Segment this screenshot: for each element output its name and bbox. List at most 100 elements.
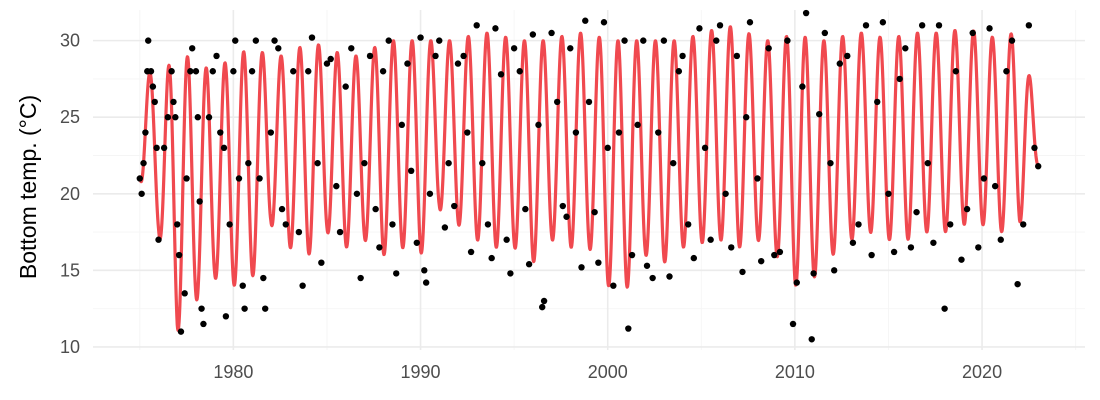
data-point <box>743 114 750 121</box>
y-axis-title: Bottom temp. (°C) <box>15 95 41 279</box>
data-point <box>205 114 213 121</box>
data-point <box>1031 144 1038 152</box>
data-point <box>168 68 175 75</box>
data-point <box>991 182 999 190</box>
data-point <box>913 208 920 216</box>
data-point <box>220 144 228 152</box>
data-point <box>649 274 656 282</box>
data-point <box>241 305 248 312</box>
data-point <box>1020 221 1027 228</box>
data-point <box>821 29 829 37</box>
data-point <box>675 68 683 75</box>
data-point <box>393 270 400 277</box>
data-point <box>200 320 207 328</box>
data-point <box>690 254 698 262</box>
data-point <box>140 159 147 167</box>
data-point <box>746 19 754 26</box>
fitted-line-layer <box>138 25 1040 332</box>
data-point <box>625 325 632 332</box>
data-point <box>722 190 729 197</box>
data-point <box>503 236 510 243</box>
data-point <box>553 98 561 106</box>
data-point <box>975 244 982 251</box>
data-point <box>366 52 374 60</box>
data-point <box>172 114 179 121</box>
x-tick-label: 2020 <box>962 362 1002 382</box>
data-point <box>776 248 784 256</box>
data-point <box>497 71 505 78</box>
x-tick-label: 2010 <box>775 362 815 382</box>
data-point <box>436 37 443 44</box>
data-point <box>655 129 662 136</box>
data-point <box>217 129 224 136</box>
data-point <box>239 282 246 289</box>
data-point <box>142 129 149 136</box>
data-point <box>432 52 439 60</box>
data-point <box>464 129 471 136</box>
data-point <box>314 159 321 167</box>
y-tick-label: 25 <box>60 107 80 127</box>
data-point <box>739 268 746 276</box>
data-point <box>585 98 593 106</box>
data-point <box>701 144 709 152</box>
data-point <box>559 202 566 210</box>
data-point <box>563 213 570 220</box>
data-point <box>969 29 976 37</box>
data-point <box>810 270 817 277</box>
data-point <box>600 19 608 26</box>
data-point <box>548 29 555 37</box>
data-point <box>235 175 243 182</box>
data-point <box>713 37 720 44</box>
data-point <box>947 221 954 228</box>
data-point <box>379 68 387 75</box>
data-point <box>353 190 361 197</box>
data-point <box>467 248 475 256</box>
data-point <box>567 45 574 52</box>
x-tick-label: 2000 <box>588 362 628 382</box>
data-point <box>784 37 791 44</box>
data-point <box>930 239 937 246</box>
data-point <box>260 274 267 282</box>
data-point <box>454 60 462 67</box>
data-point <box>357 274 364 282</box>
data-point <box>510 45 518 52</box>
data-point <box>849 239 857 246</box>
data-point <box>765 45 772 52</box>
data-point <box>885 190 892 197</box>
data-point <box>1025 22 1033 29</box>
data-point <box>578 264 585 271</box>
data-point <box>295 228 303 236</box>
data-point <box>262 305 269 312</box>
data-point <box>336 228 344 236</box>
data-point <box>980 175 988 182</box>
data-point <box>484 221 492 228</box>
data-point <box>997 236 1004 243</box>
data-point <box>282 221 289 228</box>
data-point <box>305 68 312 75</box>
data-point <box>707 236 714 243</box>
data-point <box>275 45 282 52</box>
data-point <box>441 224 449 231</box>
data-point <box>445 159 452 167</box>
data-point <box>479 159 486 167</box>
data-point <box>308 34 316 41</box>
data-point <box>213 52 220 60</box>
data-point <box>407 167 415 175</box>
x-axis-tick-labels: 1980 1990 2000 2010 2020 <box>213 362 1002 382</box>
data-point <box>189 45 196 52</box>
data-point <box>147 68 155 75</box>
data-point <box>323 60 331 67</box>
data-point <box>256 175 263 182</box>
data-point <box>361 159 368 167</box>
data-point <box>327 55 334 63</box>
data-point <box>376 244 383 251</box>
data-point <box>628 251 636 259</box>
data-point <box>728 244 735 251</box>
data-point <box>522 205 529 213</box>
data-point <box>160 144 168 152</box>
data-point <box>1003 68 1010 75</box>
data-point <box>716 22 724 29</box>
y-tick-label: 15 <box>60 260 80 280</box>
data-point <box>539 303 546 311</box>
data-point <box>572 129 580 136</box>
